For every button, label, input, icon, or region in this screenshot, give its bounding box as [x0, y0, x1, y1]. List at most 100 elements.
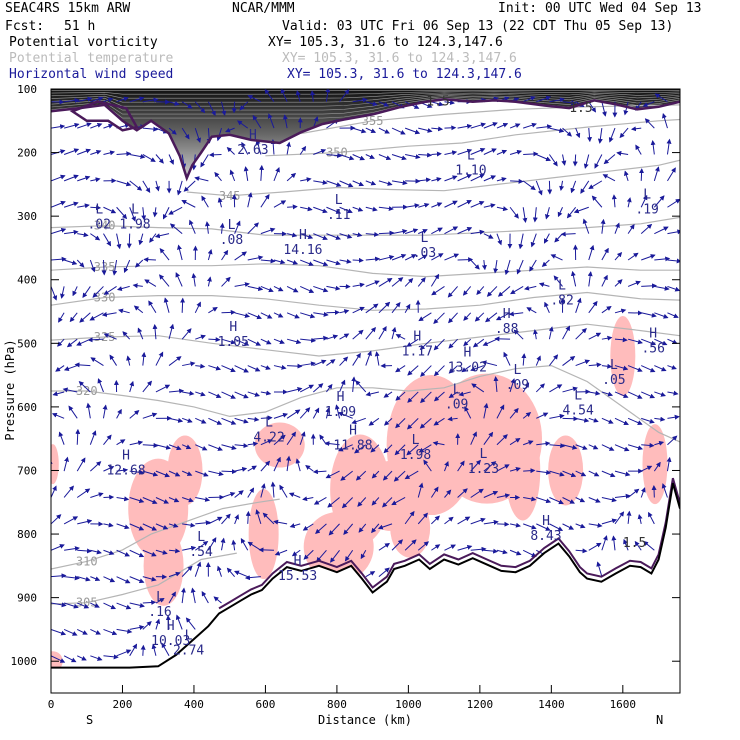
wind-arrow — [247, 285, 264, 292]
wind-arrow — [286, 312, 300, 319]
wind-arrow — [163, 297, 170, 313]
wind-arrow — [458, 391, 471, 397]
wind-arrow — [103, 602, 117, 610]
wind-extremum-value: 1.10 — [455, 163, 486, 178]
wind-arrow — [279, 484, 288, 498]
wind-arrow — [162, 207, 170, 220]
wind-arrow — [51, 124, 66, 130]
wind-arrow — [405, 203, 420, 209]
wind-arrow — [654, 440, 665, 446]
wind-arrow — [509, 437, 521, 446]
wind-arrow — [138, 233, 144, 246]
wind-extremum-value: .11 — [327, 208, 350, 223]
wind-extremum-value: .56 — [641, 341, 664, 356]
wind-arrow — [247, 255, 264, 261]
wind-arrow — [148, 300, 157, 314]
wind-arrow — [464, 406, 472, 419]
wind-arrow — [395, 365, 406, 373]
wind-arrow — [69, 312, 78, 323]
wind-arrow — [195, 444, 208, 451]
wind-arrow — [169, 223, 183, 235]
wind-arrow — [129, 625, 145, 630]
wind-extremum-value: .02 — [88, 217, 111, 232]
wind-arrow — [286, 455, 291, 472]
wind-arrow — [382, 470, 393, 481]
wind-extremum-value: .05 — [602, 373, 625, 388]
wind-arrow — [573, 206, 589, 214]
wind-arrow — [72, 286, 78, 297]
wind-arrow — [116, 628, 133, 634]
wind-arrow — [247, 391, 260, 397]
wind-arrow — [77, 122, 92, 129]
wind-arrow — [431, 515, 440, 525]
wind-arrow — [300, 206, 313, 212]
wind-arrow — [142, 154, 156, 162]
wind-arrow — [237, 120, 249, 129]
wind-arrow — [462, 286, 472, 296]
wind-arrow — [601, 274, 608, 287]
pv-shading-blob — [167, 435, 203, 506]
wind-arrow — [116, 408, 122, 419]
wind-arrow — [575, 470, 587, 477]
wind-arrow — [112, 259, 118, 276]
wind-arrow — [116, 233, 122, 250]
wind-arrow — [496, 464, 510, 472]
wind-arrow — [616, 150, 629, 156]
wind-arrow — [418, 444, 432, 453]
wind-arrow — [667, 312, 679, 319]
wind-arrow — [536, 154, 551, 162]
wind-arrow — [240, 538, 249, 551]
y-tick-label: 900 — [17, 592, 37, 605]
wind-arrow — [300, 285, 315, 293]
wind-arrow — [234, 417, 249, 424]
wind-arrow — [101, 311, 117, 317]
wind-arrow — [352, 257, 364, 263]
wind-arrow — [155, 154, 164, 164]
wind-arrow — [391, 326, 397, 340]
wind-arrow — [575, 444, 588, 450]
wind-arrow — [418, 312, 432, 322]
wind-arrow — [448, 338, 458, 349]
wind-arrow — [470, 365, 485, 372]
wind-arrow — [549, 497, 564, 505]
wind-arrow — [588, 497, 601, 503]
wind-arrow — [536, 124, 553, 130]
wind-arrow — [77, 602, 90, 609]
wind-arrow — [522, 96, 536, 103]
wind-arrow — [247, 416, 260, 422]
wind-arrow — [562, 127, 572, 137]
wind-arrow — [667, 414, 680, 420]
wind-arrow — [299, 384, 315, 393]
wind-arrow — [549, 154, 558, 167]
wind-arrow — [90, 233, 101, 241]
wind-arrow — [289, 523, 301, 528]
wind-arrow — [510, 178, 524, 184]
wind-arrow — [611, 535, 617, 551]
theta-contour-label: 350 — [326, 146, 348, 160]
wind-arrow — [614, 337, 628, 343]
wind-arrow — [518, 233, 524, 250]
wind-arrow — [383, 391, 393, 398]
wind-arrow — [51, 655, 66, 663]
wind-arrow — [339, 180, 354, 188]
wind-arrow — [419, 417, 432, 429]
wind-arrow — [483, 548, 499, 554]
valid-time: Valid: 03 UTC Fri 06 Sep 13 (22 CDT Thu … — [282, 19, 673, 34]
wind-arrow — [405, 153, 421, 160]
wind-arrow — [654, 338, 668, 346]
wind-arrow — [207, 101, 216, 116]
wind-arrow — [510, 285, 524, 295]
wind-arrow — [195, 520, 211, 526]
terrain-fill — [51, 483, 680, 693]
wind-arrow — [64, 97, 80, 103]
wind-extremum-high-marker: H — [649, 326, 657, 341]
wind-arrow — [614, 365, 629, 371]
wind-arrow — [431, 202, 443, 208]
wind-arrow — [570, 270, 577, 287]
wind-extremum-high-marker: H — [122, 448, 130, 463]
wind-arrow — [391, 539, 404, 551]
wind-arrow — [575, 359, 591, 367]
wind-arrow — [221, 391, 236, 399]
wind-extremum-value: 8.43 — [530, 529, 561, 544]
wind-arrow — [543, 233, 550, 244]
